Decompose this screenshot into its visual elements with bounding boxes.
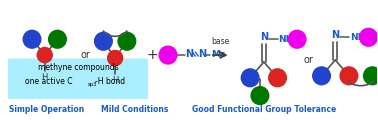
Circle shape <box>269 69 287 87</box>
Text: N: N <box>186 49 194 59</box>
Circle shape <box>118 32 136 50</box>
FancyBboxPatch shape <box>8 59 148 99</box>
Circle shape <box>49 30 66 48</box>
Text: NH: NH <box>279 35 294 44</box>
Text: N: N <box>260 32 268 42</box>
Text: Simple Operation: Simple Operation <box>9 105 84 114</box>
Text: -H bond: -H bond <box>94 77 125 86</box>
Text: N: N <box>198 49 206 59</box>
Text: N: N <box>331 30 339 40</box>
Circle shape <box>23 30 41 48</box>
Circle shape <box>251 87 269 105</box>
Text: +: + <box>147 48 158 62</box>
Circle shape <box>360 28 377 46</box>
Text: Good Functional Group Tolerance: Good Functional Group Tolerance <box>192 105 337 114</box>
Circle shape <box>108 51 122 66</box>
Text: one active C: one active C <box>25 77 73 86</box>
Circle shape <box>94 32 112 50</box>
Text: Ms: Ms <box>211 50 225 59</box>
Circle shape <box>37 48 52 63</box>
Circle shape <box>288 30 306 48</box>
Text: sp3: sp3 <box>88 82 97 87</box>
Circle shape <box>241 69 259 87</box>
Text: NH: NH <box>350 33 365 42</box>
Text: or: or <box>304 55 314 65</box>
Text: methyne compounds: methyne compounds <box>38 63 118 72</box>
Text: H: H <box>112 76 118 85</box>
Circle shape <box>364 67 378 85</box>
Text: Mild Conditions: Mild Conditions <box>101 105 169 114</box>
Circle shape <box>159 46 177 64</box>
Circle shape <box>340 67 358 85</box>
Text: base: base <box>211 37 229 46</box>
Text: H: H <box>42 73 48 82</box>
Text: or: or <box>81 50 91 60</box>
Circle shape <box>313 67 330 85</box>
